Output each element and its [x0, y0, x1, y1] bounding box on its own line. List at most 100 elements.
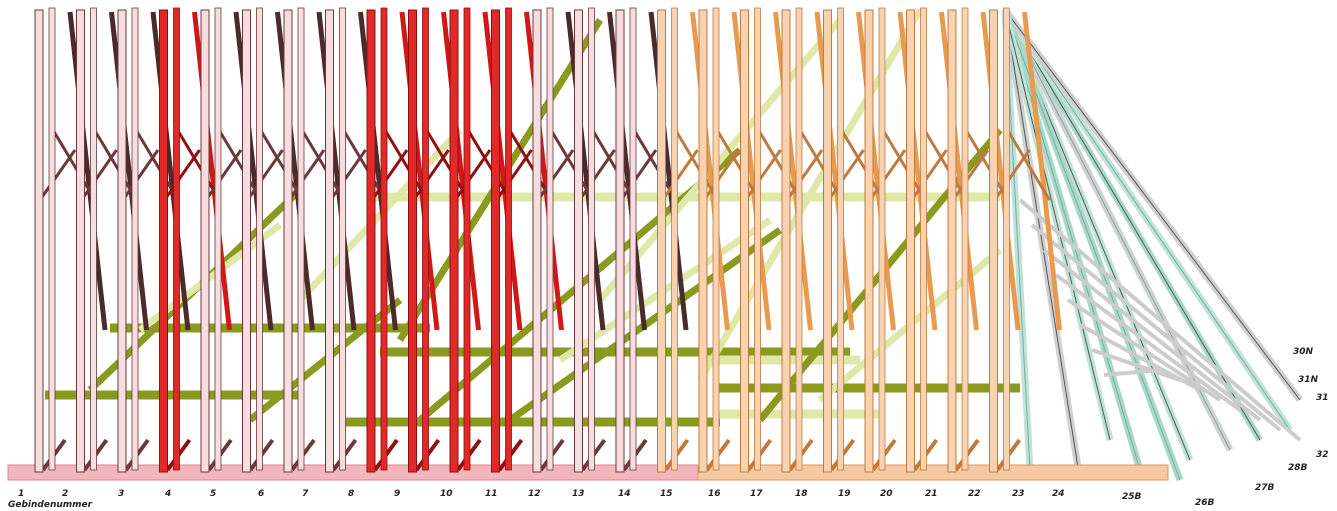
frame-label: 25B	[1122, 492, 1142, 502]
base-beam	[698, 465, 1168, 480]
axis-title: Gebindenummer	[8, 500, 93, 510]
frame-label: 3	[118, 489, 124, 499]
rafter	[651, 12, 686, 330]
side-label: 31	[1316, 393, 1329, 403]
post	[879, 8, 885, 470]
frame-label: 6	[258, 489, 264, 499]
rafter	[734, 12, 769, 330]
frame-label: 12	[528, 489, 541, 499]
frame-label: 27B	[1255, 483, 1275, 493]
post	[77, 10, 85, 472]
post	[174, 8, 180, 470]
post	[215, 8, 221, 470]
frame-label: 28B	[1288, 463, 1308, 473]
post	[1004, 8, 1010, 470]
post	[91, 8, 97, 470]
rafter	[112, 12, 147, 330]
frame-label: 24	[1052, 489, 1065, 499]
post	[589, 8, 595, 470]
side-label: 32	[1316, 450, 1329, 460]
strut	[40, 150, 75, 200]
frame-label: 20	[880, 489, 893, 499]
frame-label: 16	[708, 489, 721, 499]
frame-label: 15	[660, 489, 673, 499]
frame-label: 23	[1012, 489, 1025, 499]
post	[298, 8, 304, 470]
post	[921, 8, 927, 470]
frame-label: 13	[572, 489, 585, 499]
post	[575, 10, 583, 472]
rafter	[402, 12, 437, 330]
post	[838, 8, 844, 470]
frame-label: 17	[750, 489, 763, 499]
post	[547, 8, 553, 470]
diagonal	[300, 130, 460, 300]
frame-label: 19	[838, 489, 851, 499]
post	[962, 8, 968, 470]
frame-label: 21	[925, 489, 938, 499]
frame-label: 8	[348, 489, 354, 499]
frame-label: 2	[62, 489, 68, 499]
frame-label: 9	[394, 489, 400, 499]
frame-label: 7	[302, 489, 309, 499]
post	[326, 10, 334, 472]
post	[35, 10, 43, 472]
rafter	[485, 12, 520, 330]
post	[865, 10, 873, 472]
post	[423, 8, 429, 470]
post	[284, 10, 292, 472]
frame-label: 1	[18, 489, 24, 499]
post	[948, 10, 956, 472]
rafter	[900, 12, 935, 330]
post	[741, 10, 749, 472]
post	[713, 8, 719, 470]
post	[160, 10, 168, 472]
post	[824, 10, 832, 472]
post	[658, 10, 666, 472]
rafter	[153, 12, 188, 330]
frame-label: 10	[440, 489, 453, 499]
post	[201, 10, 209, 472]
post	[243, 10, 251, 472]
post	[367, 10, 375, 472]
post	[257, 8, 263, 470]
geometry	[8, 8, 1300, 480]
frame-label: 26B	[1195, 498, 1215, 508]
side-label: 30N	[1293, 347, 1314, 357]
rafter	[319, 12, 354, 330]
post	[409, 10, 417, 472]
rafter	[278, 12, 313, 330]
side-label: 31N	[1298, 375, 1319, 385]
post	[907, 10, 915, 472]
post	[340, 8, 346, 470]
post	[796, 8, 802, 470]
post	[492, 10, 500, 472]
post	[506, 8, 512, 470]
viewport: Gebindenummer 12345678910111213141516171…	[0, 0, 1337, 511]
rafter	[70, 12, 105, 330]
post	[672, 8, 678, 470]
frame-label: 11	[485, 489, 498, 499]
frame-label: 14	[618, 489, 631, 499]
rafter	[527, 12, 562, 330]
post	[616, 10, 624, 472]
truss-model: Gebindenummer 12345678910111213141516171…	[0, 0, 1337, 511]
post	[450, 10, 458, 472]
frame-label: 4	[164, 489, 171, 499]
post	[464, 8, 470, 470]
post	[132, 8, 138, 470]
post	[533, 10, 541, 472]
post	[49, 8, 55, 470]
frame-label: 5	[210, 489, 216, 499]
post	[782, 10, 790, 472]
frame-label: 22	[968, 489, 981, 499]
rafter	[444, 12, 479, 330]
post	[118, 10, 126, 472]
post	[755, 8, 761, 470]
rafter	[236, 12, 271, 330]
frame-label: 18	[795, 489, 808, 499]
post	[990, 10, 998, 472]
rafter	[361, 12, 396, 330]
post	[630, 8, 636, 470]
post	[381, 8, 387, 470]
